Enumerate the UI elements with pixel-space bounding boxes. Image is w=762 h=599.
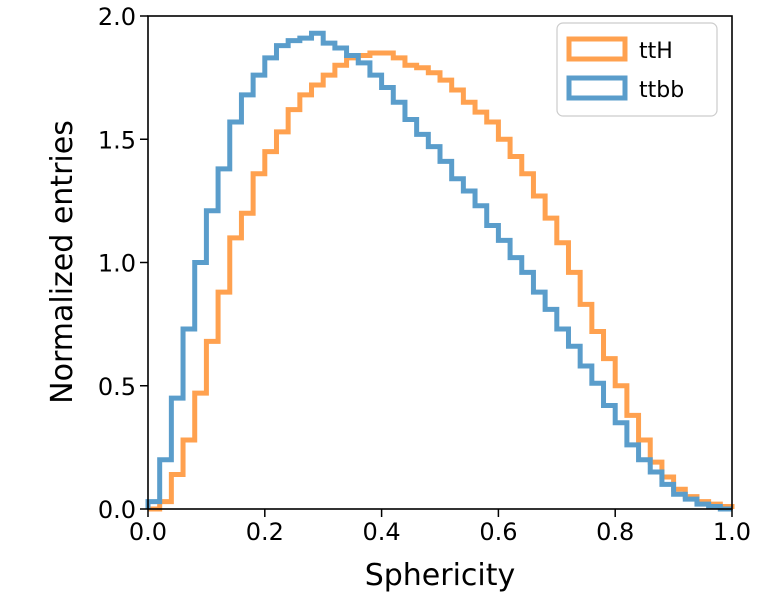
x-tick-label: 0.2 [246, 518, 284, 546]
x-tick-label: 1.0 [713, 518, 751, 546]
legend-box [556, 22, 718, 117]
y-axis-ticks: 0.0 0.5 1.0 1.5 2.0 [98, 3, 148, 524]
x-axis-label: Sphericity [365, 558, 516, 593]
series-line-ttbb [145, 30, 732, 512]
y-tick-label: 1.0 [98, 250, 136, 278]
legend-label-tth: ttH [639, 39, 673, 64]
x-axis-ticks: 0.0 0.2 0.4 0.6 0.8 1.0 [129, 509, 751, 546]
y-axis-label: Normalized entries [45, 120, 80, 404]
x-tick-label: 0.6 [479, 518, 517, 546]
x-tick-label: 0.8 [596, 518, 634, 546]
y-tick-label: 0.5 [98, 373, 136, 401]
legend: ttH ttbb [556, 22, 718, 117]
series-line-tth [148, 50, 735, 512]
x-tick-label: 0.4 [363, 518, 401, 546]
legend-swatch-ttbb [566, 75, 628, 101]
y-tick-label: 1.5 [98, 126, 136, 154]
plot-area [145, 30, 735, 512]
legend-swatch-tth [566, 36, 628, 62]
legend-label-ttbb: ttbb [639, 78, 684, 103]
x-tick-label: 0.0 [129, 518, 167, 546]
y-tick-label: 0.0 [98, 496, 136, 524]
y-tick-label: 2.0 [98, 3, 136, 31]
